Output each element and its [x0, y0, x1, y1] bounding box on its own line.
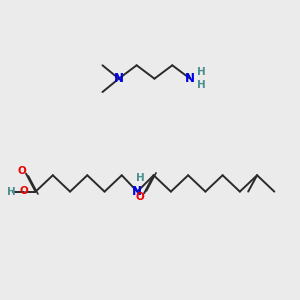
Text: O: O: [18, 166, 27, 176]
Text: H: H: [8, 187, 16, 196]
Text: N: N: [132, 185, 142, 198]
Text: H: H: [197, 80, 206, 90]
Text: O: O: [20, 186, 28, 196]
Text: H: H: [136, 173, 145, 183]
Text: N: N: [114, 72, 124, 85]
Text: H: H: [197, 67, 206, 77]
Text: O: O: [136, 192, 145, 202]
Text: N: N: [185, 72, 195, 85]
